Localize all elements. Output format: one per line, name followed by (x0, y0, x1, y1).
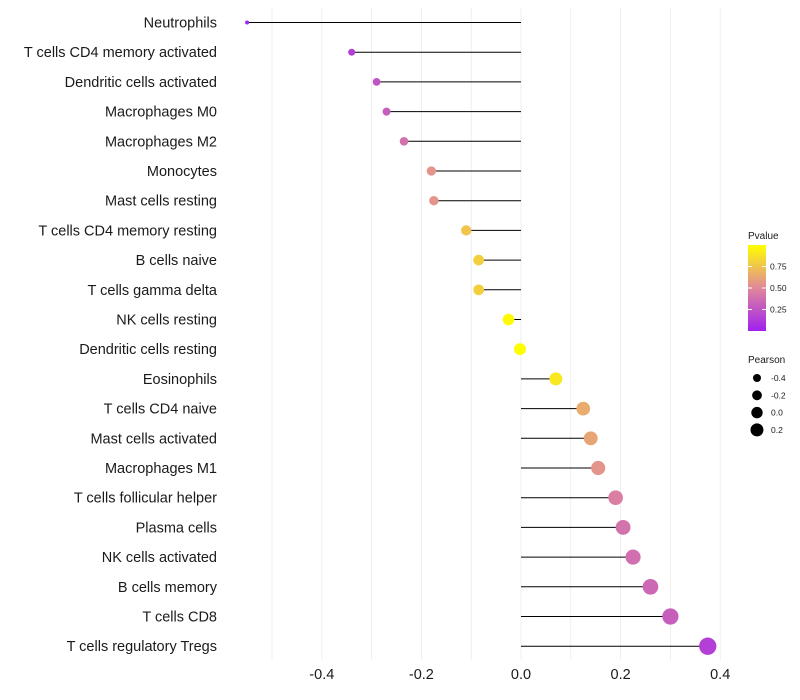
size-legend-key (750, 423, 764, 437)
lollipop-point (473, 254, 485, 266)
grid-lines (271, 8, 721, 660)
size-legend-label: -0.2 (771, 390, 786, 400)
colorbar-tick-label: 0.25 (770, 305, 787, 315)
lollipop-point (502, 313, 515, 326)
category-label: Macrophages M2 (105, 134, 217, 150)
lollipop-point (348, 48, 356, 56)
lollipop-point (372, 78, 381, 86)
category-label: Neutrophils (144, 16, 217, 32)
category-label: T cells CD4 memory resting (38, 223, 217, 239)
category-label: B cells memory (118, 580, 218, 596)
category-label: T cells regulatory Tregs (67, 639, 217, 655)
category-label: NK cells activated (102, 550, 217, 566)
category-labels: Neutrophils T cells CD4 memory activated D… (24, 16, 218, 656)
category-label: Mast cells activated (90, 431, 217, 447)
lollipop-point (625, 549, 641, 565)
category-label: B cells naive (136, 253, 217, 269)
lollipop-point (591, 460, 606, 476)
lollipop-point (662, 608, 679, 625)
category-label: Macrophages M0 (105, 105, 217, 121)
lollipop-point (514, 343, 526, 356)
lollipop-point (473, 284, 485, 296)
lollipop-point (461, 225, 472, 236)
lollipop-point (429, 196, 439, 206)
category-label: T cells gamma delta (88, 283, 218, 299)
lollipop-points (245, 20, 717, 655)
category-label: T cells follicular helper (74, 491, 217, 507)
x-tick-label: 0.0 (511, 667, 531, 683)
category-label: Dendritic cells resting (79, 342, 217, 358)
x-tick-label: -0.2 (409, 667, 434, 683)
size-legend-key (753, 374, 761, 382)
pvalue-legend: Pvalue 0.75 0.50 0.25 (748, 231, 787, 331)
size-legend-label: -0.4 (771, 373, 786, 383)
category-label: Eosinophils (143, 372, 217, 388)
lollipop-point (699, 637, 717, 655)
lollipop-point (642, 578, 659, 595)
size-legend-label: 0.2 (771, 425, 783, 435)
x-tick-label: 0.4 (710, 667, 730, 683)
category-label: T cells CD4 memory activated (24, 45, 217, 61)
lollipop-point (426, 166, 437, 176)
size-legend-key (752, 390, 762, 401)
lollipop-point (549, 372, 563, 386)
lollipop-point (583, 431, 598, 446)
x-tick-label: -0.4 (309, 667, 334, 683)
category-label: Dendritic cells activated (65, 75, 217, 91)
x-tick-label: 0.2 (611, 667, 631, 683)
category-label: NK cells resting (116, 313, 217, 329)
lollipop-point (382, 107, 391, 116)
category-label: Monocytes (147, 164, 217, 180)
lollipop-point (608, 490, 623, 506)
category-label: Macrophages M1 (105, 461, 217, 477)
size-legend-key (751, 406, 763, 419)
pearson-legend: Pearson -0.4 -0.2 0.0 0.2 (748, 355, 786, 437)
category-label: T cells CD8 (142, 610, 217, 626)
category-label: Plasma cells (136, 520, 217, 536)
category-label: Mast cells resting (105, 194, 217, 210)
pearson-legend-title: Pearson (748, 355, 785, 366)
pvalue-legend-title: Pvalue (748, 231, 779, 242)
pvalue-colorbar (748, 245, 766, 331)
lollipop-point (245, 20, 250, 25)
x-axis-tick-labels: -0.4 -0.2 0.0 0.2 0.4 (309, 667, 730, 683)
lollipop-point (615, 519, 631, 535)
category-label: T cells CD4 naive (104, 402, 217, 418)
lollipop-point (399, 137, 409, 146)
colorbar-tick-label: 0.50 (770, 283, 787, 293)
size-legend-label: 0.0 (771, 408, 783, 418)
lollipop-point (576, 401, 591, 416)
colorbar-tick-label: 0.75 (770, 262, 787, 272)
